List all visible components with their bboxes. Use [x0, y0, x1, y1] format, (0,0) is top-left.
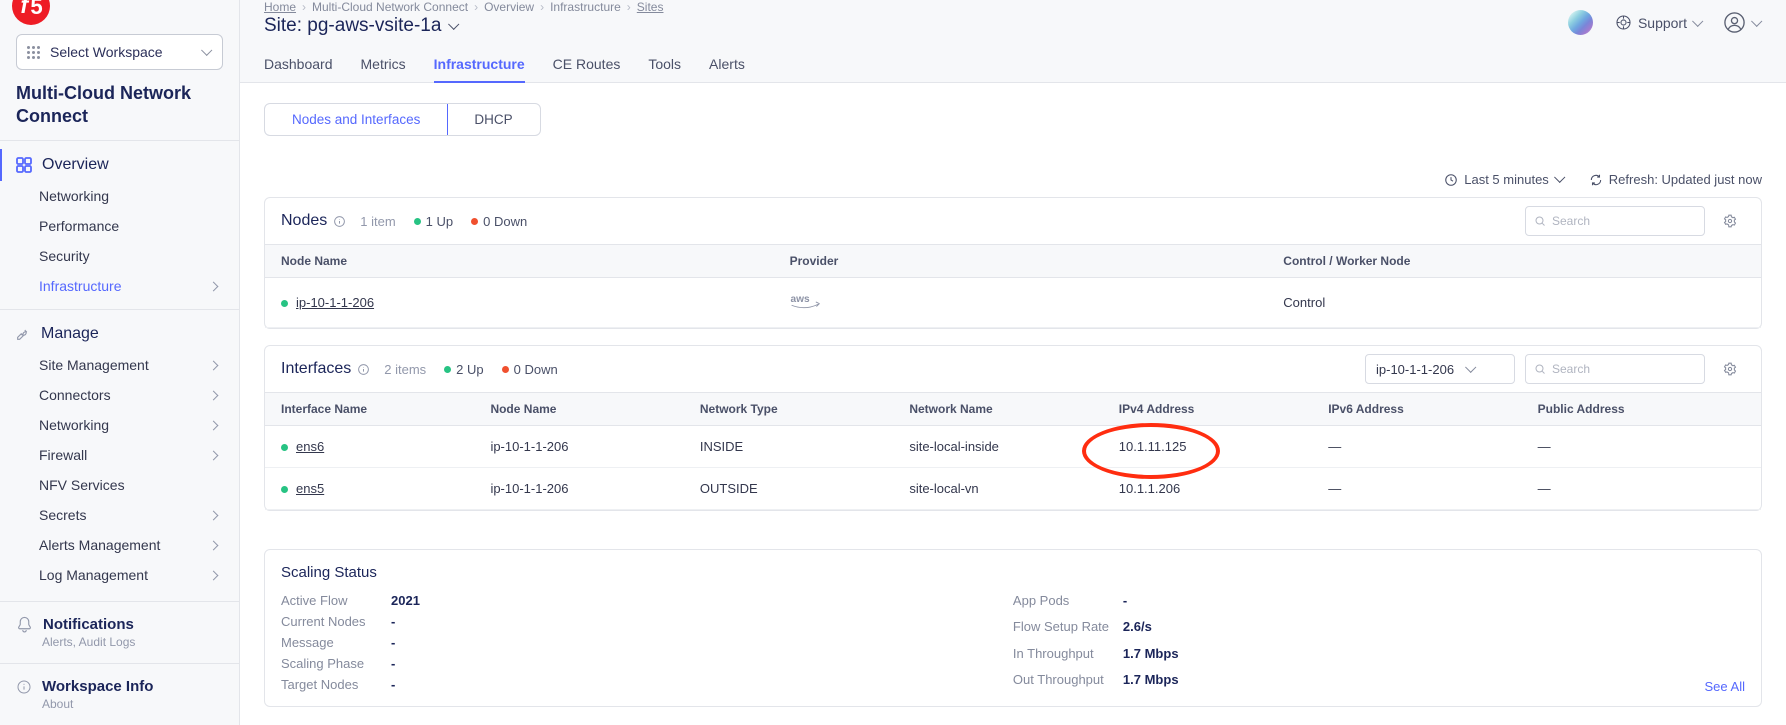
svg-text:aws: aws: [790, 294, 810, 305]
svg-text:5: 5: [30, 0, 42, 19]
